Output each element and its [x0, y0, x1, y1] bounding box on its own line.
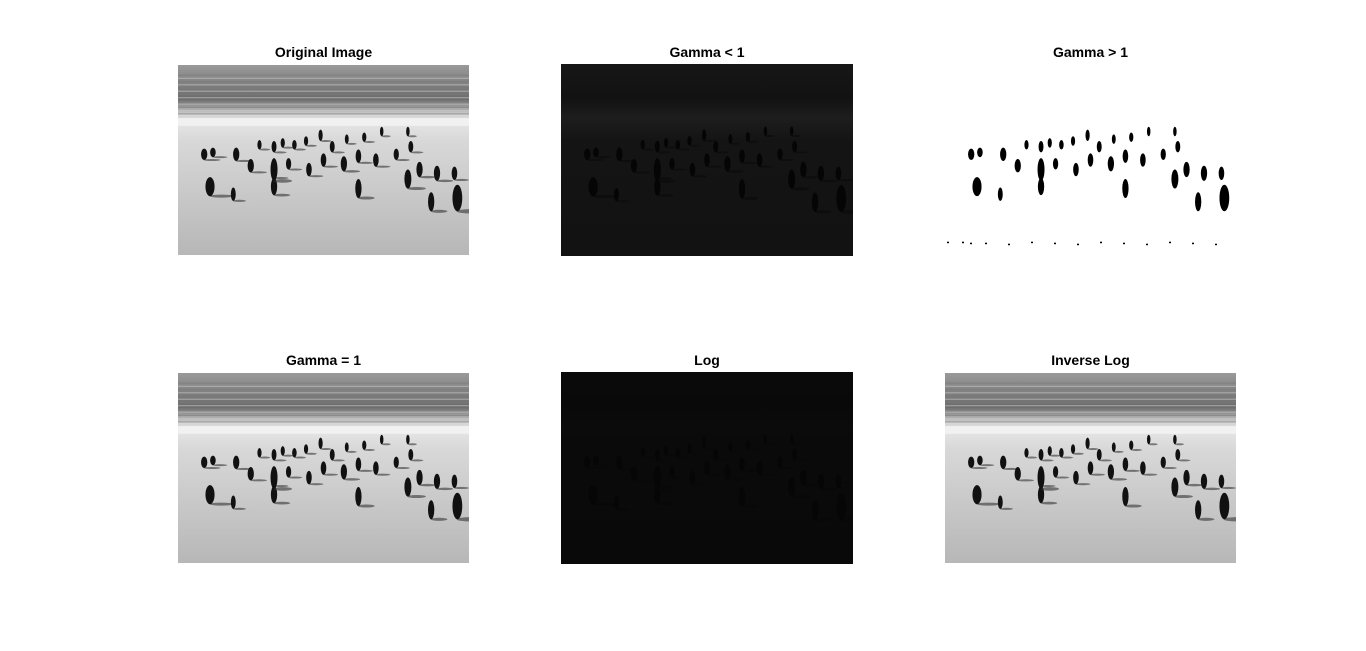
- panel-gamma-greater-than-1: Gamma > 1: [945, 44, 1236, 256]
- image-axes: [178, 65, 469, 255]
- image-render: [178, 373, 469, 563]
- panel-title: Log: [694, 352, 720, 368]
- image-axes: [561, 372, 853, 564]
- panel-title: Gamma = 1: [285, 352, 362, 368]
- image-axes: [178, 373, 469, 563]
- image-render: [178, 65, 469, 255]
- panel-title: Gamma < 1: [669, 44, 745, 60]
- panel-original-image: Original Image: [178, 44, 469, 256]
- image-render: [945, 65, 1236, 255]
- image-render: [561, 372, 853, 564]
- panel-title: Gamma > 1: [1052, 44, 1129, 60]
- image-render: [945, 373, 1236, 563]
- image-axes: [561, 64, 853, 256]
- image-axes: [945, 373, 1236, 563]
- panel-title: Inverse Log: [1051, 352, 1130, 368]
- image-render: [561, 64, 853, 256]
- image-axes: [945, 65, 1236, 255]
- panel-inverse-log: Inverse Log: [945, 352, 1236, 564]
- panel-gamma-less-than-1: Gamma < 1: [561, 44, 853, 256]
- panel-log: Log: [561, 352, 853, 564]
- panel-gamma-equal-1: Gamma = 1: [178, 352, 469, 564]
- panel-title: Original Image: [274, 44, 373, 60]
